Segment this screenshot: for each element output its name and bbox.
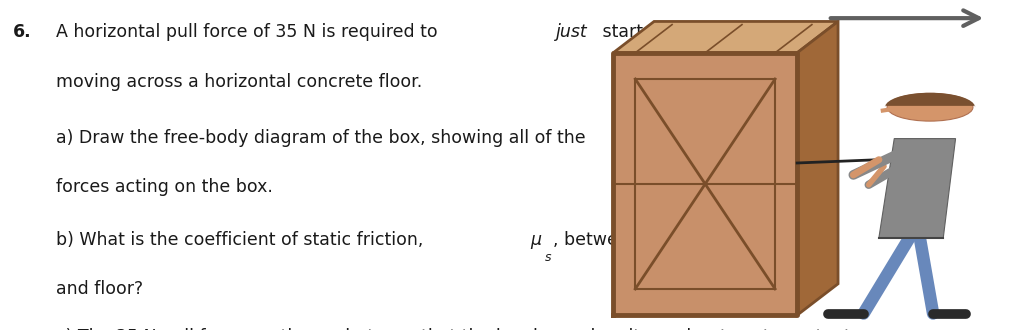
Text: just: just xyxy=(556,23,588,41)
Polygon shape xyxy=(879,139,956,238)
Text: and floor?: and floor? xyxy=(56,280,143,299)
Text: , between the box: , between the box xyxy=(553,231,711,249)
Text: start a 6 kg box: start a 6 kg box xyxy=(597,23,739,41)
Circle shape xyxy=(887,93,973,121)
Polygon shape xyxy=(797,21,838,315)
Text: a) Draw the free-body diagram of the box, showing all of the: a) Draw the free-body diagram of the box… xyxy=(56,129,586,147)
Text: b) What is the coefficient of static friction,: b) What is the coefficient of static fri… xyxy=(56,231,423,249)
Text: 6.: 6. xyxy=(13,23,32,41)
Text: forces acting on the box.: forces acting on the box. xyxy=(56,178,273,196)
Text: s: s xyxy=(545,251,551,264)
Text: c) The 35 N pull force continues, but now that the box is moving, it accelerates: c) The 35 N pull force continues, but no… xyxy=(56,328,851,330)
Polygon shape xyxy=(613,21,838,53)
Text: moving across a horizontal concrete floor.: moving across a horizontal concrete floo… xyxy=(56,73,422,91)
Polygon shape xyxy=(613,53,797,315)
Text: μ: μ xyxy=(530,231,542,249)
Text: A horizontal pull force of 35 N is required to: A horizontal pull force of 35 N is requi… xyxy=(56,23,444,41)
